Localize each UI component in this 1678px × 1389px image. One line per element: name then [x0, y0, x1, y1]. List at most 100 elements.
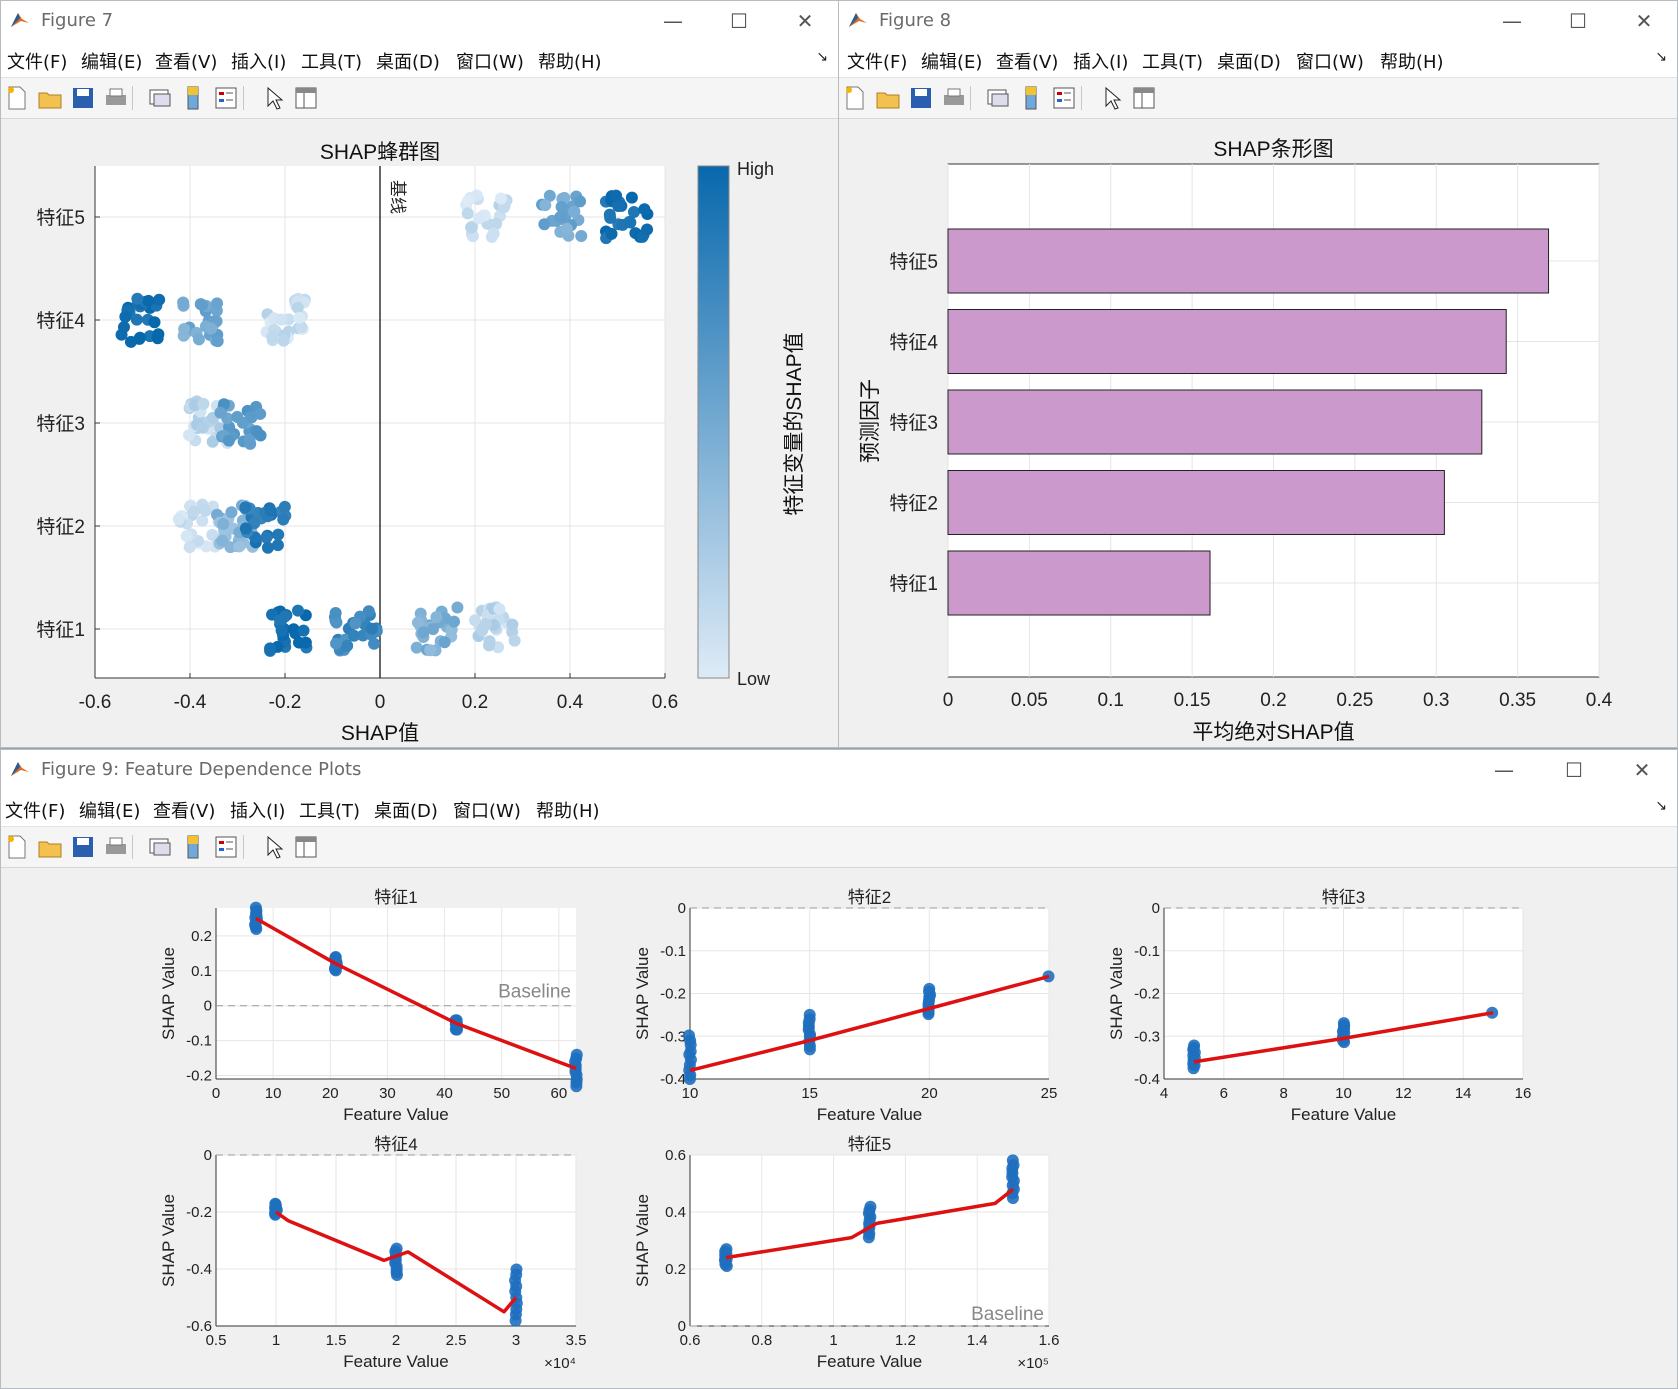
close-button[interactable]: ✕: [1633, 758, 1651, 782]
x-tick-label: -0.4: [174, 692, 207, 713]
new-figure-icon[interactable]: [841, 84, 869, 112]
swarm-point: [575, 229, 588, 242]
legend-icon[interactable]: [1050, 84, 1078, 112]
swarm-point: [206, 435, 219, 448]
colorbar-icon[interactable]: [1017, 84, 1045, 112]
link-plot-icon[interactable]: [146, 84, 174, 112]
close-button[interactable]: ✕: [796, 9, 814, 33]
menu-insert[interactable]: 插入(I): [231, 52, 287, 73]
baseline-label: 基线: [388, 180, 407, 214]
menu-insert[interactable]: 插入(I): [230, 801, 286, 822]
minimize-button[interactable]: —: [1502, 9, 1522, 33]
property-inspector-icon[interactable]: [292, 833, 320, 861]
property-inspector-icon[interactable]: [292, 84, 320, 112]
new-figure-icon[interactable]: [3, 84, 31, 112]
link-plot-icon[interactable]: [146, 833, 174, 861]
title-bar[interactable]: Figure 9: Feature Dependence Plots — ☐ ✕: [1, 750, 1677, 790]
y-tick-label: 0.1: [191, 963, 212, 980]
y-tick-label: -0.2: [186, 1068, 212, 1085]
menu-help[interactable]: 帮助(H): [536, 801, 600, 822]
save-icon[interactable]: [69, 84, 97, 112]
link-plot-icon[interactable]: [984, 84, 1012, 112]
data-point: [864, 1200, 877, 1213]
menu-desktop[interactable]: 桌面(D): [374, 801, 438, 822]
menu-edit[interactable]: 编辑(E): [81, 52, 143, 73]
colorbar-icon[interactable]: [179, 84, 207, 112]
swarm-point: [119, 310, 132, 323]
y-tick-label: 特征2: [36, 516, 85, 538]
menu-view[interactable]: 查看(V): [996, 52, 1059, 73]
menu-view[interactable]: 查看(V): [153, 801, 216, 822]
swarm-point: [638, 203, 651, 216]
title-bar[interactable]: Figure 7 — ☐ ✕: [1, 1, 838, 41]
swarm-point: [625, 191, 638, 204]
subplot-title: 特征3: [1322, 888, 1365, 907]
dock-arrow-icon[interactable]: ↘: [1655, 49, 1667, 65]
print-icon[interactable]: [102, 84, 130, 112]
y-tick-label: -0.2: [660, 986, 686, 1003]
dock-arrow-icon[interactable]: ↘: [816, 49, 828, 65]
maximize-button[interactable]: ☐: [1569, 9, 1587, 33]
data-point: [249, 901, 262, 914]
property-inspector-icon[interactable]: [1130, 84, 1158, 112]
menu-edit[interactable]: 编辑(E): [921, 52, 983, 73]
swarm-point: [130, 313, 143, 326]
legend-icon[interactable]: [212, 84, 240, 112]
save-icon[interactable]: [69, 833, 97, 861]
x-tick-label: 3: [512, 1332, 520, 1349]
y-tick-label: -0.6: [186, 1318, 212, 1335]
y-axis-label: SHAP Value: [1107, 947, 1126, 1040]
menu-tools[interactable]: 工具(T): [301, 52, 363, 73]
legend-icon[interactable]: [212, 833, 240, 861]
open-file-icon[interactable]: [874, 84, 902, 112]
pointer-icon[interactable]: [259, 833, 287, 861]
menu-window[interactable]: 窗口(W): [1296, 52, 1364, 73]
matlab-icon: [11, 762, 29, 776]
menu-tools[interactable]: 工具(T): [1142, 52, 1204, 73]
menu-window[interactable]: 窗口(W): [453, 801, 521, 822]
y-tick-label: -0.3: [660, 1028, 686, 1045]
x-tick-label: 1.2: [895, 1332, 916, 1349]
print-icon[interactable]: [940, 84, 968, 112]
menu-help[interactable]: 帮助(H): [538, 52, 602, 73]
print-icon[interactable]: [102, 833, 130, 861]
save-icon[interactable]: [907, 84, 935, 112]
chart-title: SHAP条形图: [1213, 138, 1333, 161]
maximize-button[interactable]: ☐: [1565, 758, 1583, 782]
chart-title: SHAP蜂群图: [320, 141, 440, 164]
menu-file[interactable]: 文件(F): [5, 801, 66, 822]
title-bar[interactable]: Figure 8 — ☐ ✕: [839, 1, 1677, 41]
x-tick-label: 25: [1041, 1085, 1058, 1102]
colorbar-icon[interactable]: [179, 833, 207, 861]
toolbar-separator: [243, 835, 244, 859]
y-tick-label: 0.2: [191, 928, 212, 945]
menu-tools[interactable]: 工具(T): [299, 801, 361, 822]
menu-desktop[interactable]: 桌面(D): [1217, 52, 1281, 73]
y-tick-label: -0.2: [186, 1204, 212, 1221]
open-file-icon[interactable]: [36, 833, 64, 861]
maximize-button[interactable]: ☐: [730, 9, 748, 33]
new-figure-icon[interactable]: [3, 833, 31, 861]
menu-insert[interactable]: 插入(I): [1073, 52, 1129, 73]
menu-desktop[interactable]: 桌面(D): [376, 52, 440, 73]
pointer-icon[interactable]: [259, 84, 287, 112]
y-tick-label: 0.6: [665, 1147, 686, 1164]
minimize-button[interactable]: —: [663, 9, 683, 33]
swarm-point: [264, 642, 277, 655]
open-file-icon[interactable]: [36, 84, 64, 112]
dock-arrow-icon[interactable]: ↘: [1655, 798, 1667, 814]
menu-file[interactable]: 文件(F): [847, 52, 908, 73]
pointer-icon[interactable]: [1097, 84, 1125, 112]
figure-canvas: 0 10 20 30 40 50 60 -0.2 -0.1 0 0.1 0.2 Baseline 特征1 F…: [1, 868, 1677, 1388]
menu-window[interactable]: 窗口(W): [456, 52, 524, 73]
menu-edit[interactable]: 编辑(E): [79, 801, 141, 822]
swarm-point: [205, 322, 218, 335]
minimize-button[interactable]: —: [1494, 758, 1514, 782]
close-button[interactable]: ✕: [1635, 9, 1653, 33]
toolbar-separator: [970, 86, 971, 110]
menu-help[interactable]: 帮助(H): [1380, 52, 1444, 73]
menu-bar: 文件(F) 编辑(E) 查看(V) 插入(I) 工具(T) 桌面(D) 窗口(W…: [839, 41, 1677, 78]
swarm-point: [483, 639, 496, 652]
menu-file[interactable]: 文件(F): [7, 52, 68, 73]
menu-view[interactable]: 查看(V): [155, 52, 218, 73]
